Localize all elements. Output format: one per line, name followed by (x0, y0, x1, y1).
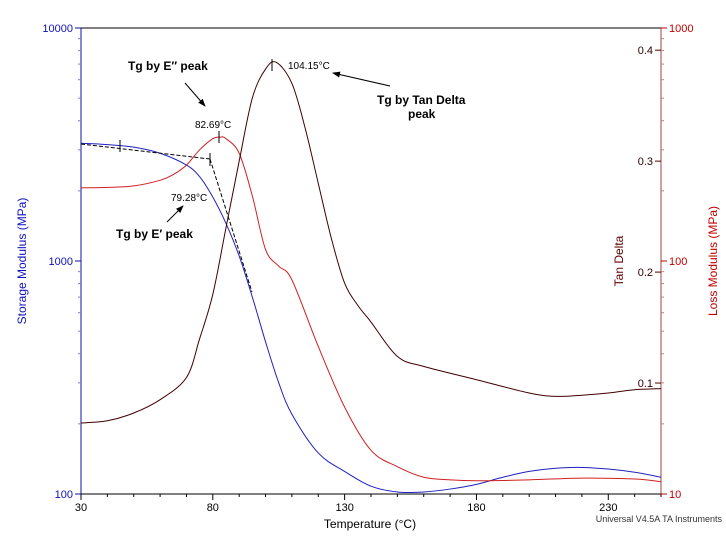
storage-axis-label: Storage Modulus (MPa) (15, 198, 29, 325)
arrow-storage-onset (166, 205, 184, 223)
annotation-tg-loss-peak: Tg by E″ peak (128, 59, 208, 73)
x-tick-label: 80 (207, 502, 219, 514)
loss-modulus-curve (80, 136, 662, 483)
loss-tick-label: 1000 (669, 23, 693, 35)
tan-delta-tick-label: 0.1 (638, 378, 653, 390)
loss-tick-label: 10 (669, 489, 681, 501)
x-tick-label: 130 (335, 502, 353, 514)
footer-text: Universal V4.5A TA Instruments (596, 514, 723, 524)
storage-tick-label: 1000 (49, 256, 73, 268)
x-tick-label: 180 (467, 502, 485, 514)
tan-delta-tick-label: 0.4 (638, 45, 653, 57)
storage-modulus-curve (80, 142, 662, 494)
x-tick-label: 30 (75, 502, 87, 514)
annotation-tg-tan-1: Tg by Tan Delta (377, 93, 466, 107)
annotation-tg-tan-2: peak (408, 107, 436, 121)
onset-tangent-lines (80, 59, 273, 293)
x-tick-label: 230 (599, 502, 617, 514)
label-tan-peak: 104.15°C (288, 61, 330, 72)
label-storage-onset: 79.28°C (171, 193, 207, 204)
tan-delta-axis-label: Tan Delta (612, 235, 626, 286)
x-axis-label: Temperature (°C) (324, 517, 416, 531)
tan-delta-tick-label: 0.3 (638, 156, 653, 168)
tan-delta-curve (80, 61, 662, 424)
loss-axis-label: Loss Modulus (MPa) (706, 206, 720, 316)
label-loss-peak: 82.69°C (195, 120, 231, 131)
annotation-tg-storage: Tg by E′ peak (116, 227, 193, 241)
loss-tick-label: 100 (669, 256, 687, 268)
tan-delta-tick-label: 0.2 (638, 267, 653, 279)
storage-tick-label: 10000 (42, 23, 73, 35)
storage-tick-label: 100 (55, 489, 73, 501)
arrow-tan-peak (332, 71, 391, 87)
arrow-loss-peak (184, 82, 206, 107)
